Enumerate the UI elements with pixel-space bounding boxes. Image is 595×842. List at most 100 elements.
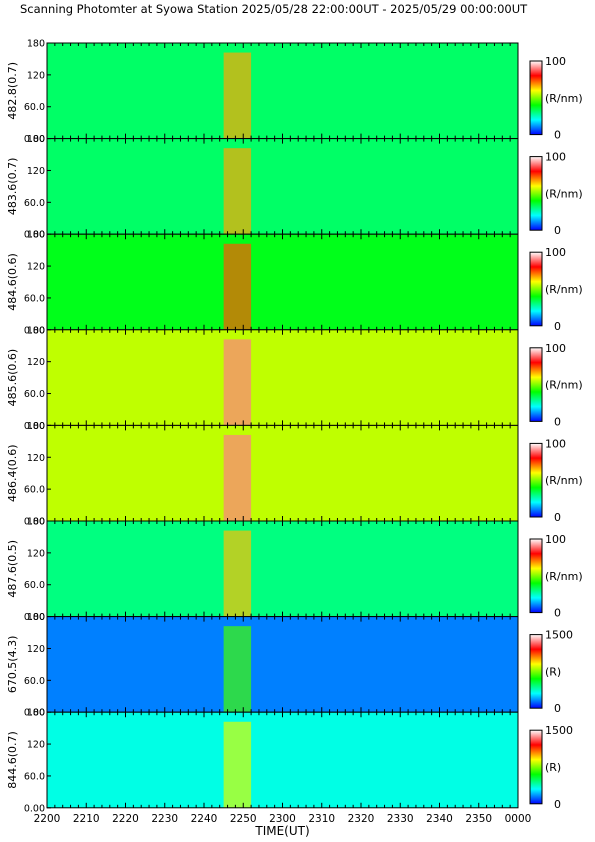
x-tick-label: 0000 (505, 813, 532, 825)
y-tick-label: 60.0 (24, 485, 45, 496)
x-tick-label: 2210 (73, 813, 100, 825)
y-tick-label: 60.0 (24, 771, 45, 782)
panel-6: 0.00 60.0 120 180 670.5(4.3) 1500 0 (R) (6, 612, 573, 719)
aurora-band (223, 148, 252, 235)
colorbar (529, 442, 543, 518)
y-tick-label: 180 (27, 325, 45, 336)
colorbar-unit: (R/nm) (545, 283, 583, 296)
y-tick-label: 180 (27, 517, 45, 528)
y-tick-label: 120 (27, 262, 45, 273)
chart-title: Scanning Photomter at Syowa Station 2025… (20, 2, 528, 16)
aurora-band (223, 434, 252, 521)
aurora-band (223, 626, 252, 713)
y-tick-label: 120 (27, 70, 45, 81)
y-tick-label: 120 (27, 644, 45, 655)
y-tick-label: 0.00 (24, 803, 45, 814)
y-tick-label: 120 (27, 357, 45, 368)
y-tick-label: 0.00 (24, 325, 45, 336)
colorbar (529, 634, 543, 709)
x-tick-label: 2330 (387, 813, 414, 825)
y-tick-label: 0.00 (24, 708, 45, 719)
colorbar-max-label: 100 (545, 533, 566, 546)
y-tick-label: 60.0 (24, 293, 45, 304)
panel-label: 844.6(0.7) (6, 731, 19, 789)
colorbar-unit: (R/nm) (545, 570, 583, 583)
panel-label: 487.6(0.5) (6, 540, 19, 598)
heatmap-field (47, 521, 518, 617)
panel-7: 0.00 60.0 120 180 844.6(0.7) 1500 0 (R) (6, 708, 573, 815)
y-tick-label: 0.00 (24, 134, 45, 145)
colorbar (529, 251, 543, 327)
colorbar-unit: (R/nm) (545, 187, 583, 200)
colorbar-unit: (R/nm) (545, 474, 583, 487)
x-tick-label: 2230 (151, 813, 178, 825)
panel-label: 484.6(0.6) (6, 253, 19, 311)
colorbar-min-label: 0 (554, 511, 561, 524)
colorbar-unit: (R/nm) (545, 379, 583, 392)
y-tick-label: 0.00 (24, 517, 45, 528)
x-tick-label: 2220 (112, 813, 139, 825)
colorbar-max-label: 1500 (545, 629, 573, 642)
y-tick-label: 180 (27, 230, 45, 241)
x-tick-label: 2310 (308, 813, 335, 825)
colorbar (529, 347, 543, 422)
panel-2: 0.00 60.0 120 180 484.6(0.6) 100 0 (R/nm) (6, 230, 583, 337)
colorbar-min-label: 0 (554, 607, 561, 620)
panel-label: 670.5(4.3) (6, 636, 19, 694)
colorbar-min-label: 0 (554, 702, 561, 715)
x-tick-label: 2250 (230, 813, 257, 825)
y-tick-label: 0.00 (24, 230, 45, 241)
x-tick-label: 2350 (465, 813, 492, 825)
heatmap-field (47, 43, 518, 139)
colorbar (529, 729, 543, 805)
panel-label: 482.8(0.7) (6, 62, 19, 120)
colorbar (529, 538, 543, 614)
x-tick-label: 2300 (269, 813, 296, 825)
aurora-band (223, 243, 252, 330)
aurora-band (223, 530, 252, 617)
panel-1: 0.00 60.0 120 180 483.6(0.7) 100 0 (R/nm) (6, 134, 583, 241)
colorbar-min-label: 0 (554, 129, 561, 142)
aurora-band (223, 721, 252, 808)
panel-0: 0.00 60.0 120 180 482.8(0.7) 100 0 (R/nm) (6, 39, 583, 146)
colorbar-min-label: 0 (554, 798, 561, 811)
colorbar-max-label: 1500 (545, 724, 573, 737)
x-tick-label: 2240 (191, 813, 218, 825)
colorbar-unit: (R) (545, 761, 561, 774)
y-tick-label: 0.00 (24, 421, 45, 432)
panel-5: 0.00 60.0 120 180 487.6(0.5) 100 0 (R/nm) (6, 517, 583, 624)
aurora-band (223, 52, 252, 139)
heatmap-field (47, 329, 518, 426)
y-tick-label: 180 (27, 421, 45, 432)
y-tick-label: 60.0 (24, 580, 45, 591)
colorbar-min-label: 0 (554, 224, 561, 237)
colorbar-min-label: 0 (554, 320, 561, 333)
heatmap-field (47, 712, 518, 808)
x-tick-label: 2340 (426, 813, 453, 825)
y-tick-label: 120 (27, 548, 45, 559)
colorbar-max-label: 100 (545, 55, 566, 68)
panel-label: 483.6(0.7) (6, 158, 19, 216)
x-axis-label: TIME(UT) (254, 824, 309, 838)
colorbar-unit: (R/nm) (545, 92, 583, 105)
colorbar-max-label: 100 (545, 437, 566, 450)
y-tick-label: 60.0 (24, 102, 45, 113)
y-tick-label: 180 (27, 39, 45, 50)
panel-label: 486.4(0.6) (6, 444, 19, 502)
y-tick-label: 120 (27, 453, 45, 464)
colorbar-max-label: 100 (545, 342, 566, 355)
heatmap-field (47, 138, 518, 235)
panel-4: 0.00 60.0 120 180 486.4(0.6) 100 0 (R/nm) (6, 421, 583, 528)
colorbar-min-label: 0 (554, 415, 561, 428)
colorbar (529, 60, 543, 136)
panel-label: 485.6(0.6) (6, 349, 19, 407)
y-tick-label: 180 (27, 134, 45, 145)
colorbar-unit: (R) (545, 665, 561, 678)
y-tick-label: 60.0 (24, 676, 45, 687)
panel-3: 0.00 60.0 120 180 485.6(0.6) 100 0 (R/nm) (6, 325, 583, 432)
colorbar-max-label: 100 (545, 246, 566, 259)
x-tick-label: 2200 (34, 813, 61, 825)
y-tick-label: 60.0 (24, 198, 45, 209)
heatmap-field (47, 234, 518, 330)
